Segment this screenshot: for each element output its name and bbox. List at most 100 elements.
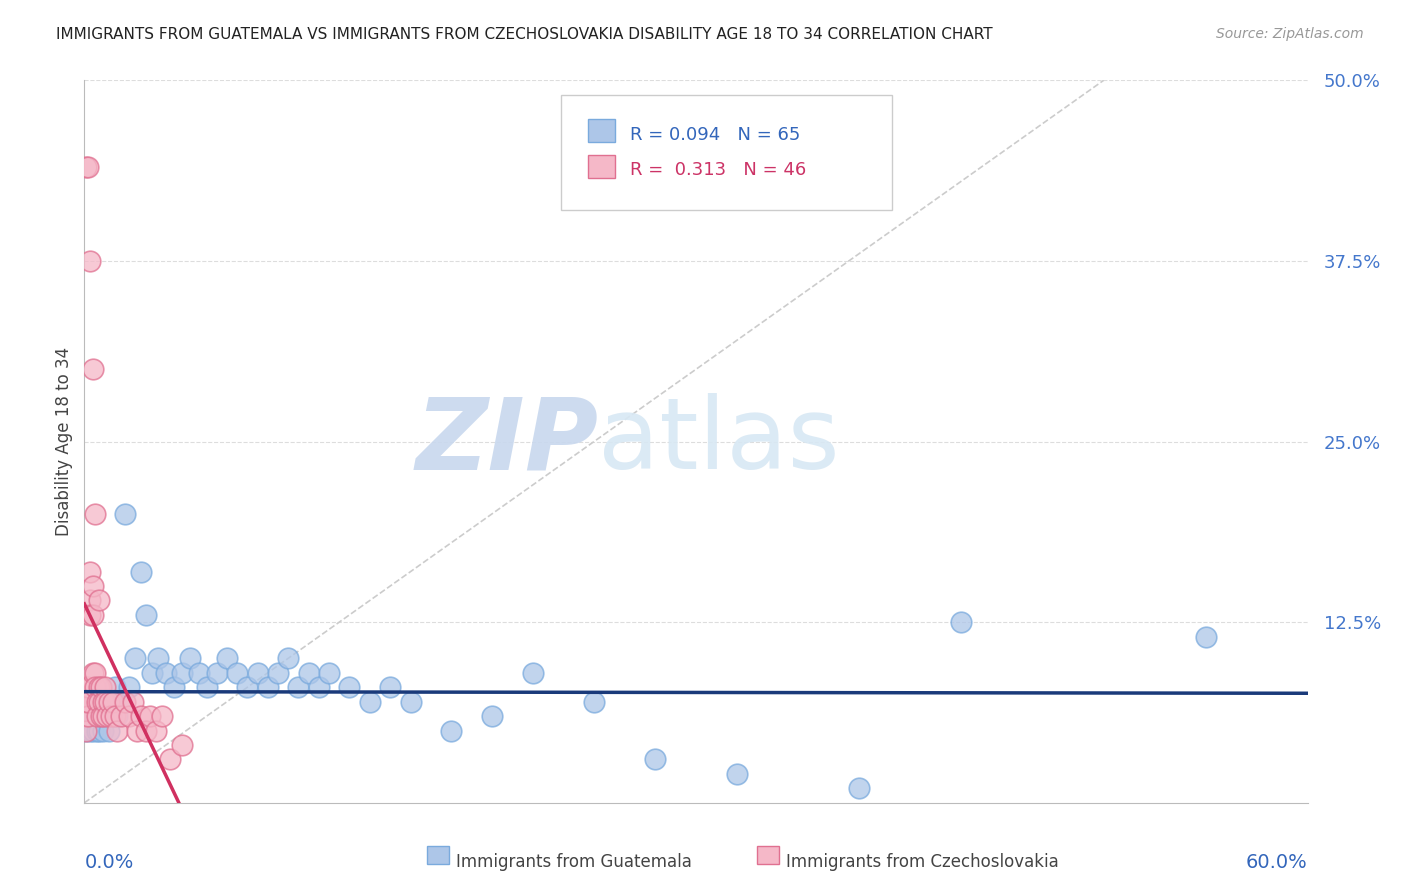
FancyBboxPatch shape bbox=[758, 847, 779, 864]
Point bbox=[1195, 630, 1218, 644]
Point bbox=[644, 752, 666, 766]
Point bbox=[118, 709, 141, 723]
Text: R =  0.313   N = 46: R = 0.313 N = 46 bbox=[630, 161, 806, 179]
Point bbox=[159, 752, 181, 766]
Point bbox=[725, 767, 748, 781]
Point bbox=[114, 507, 136, 521]
Point bbox=[87, 680, 110, 694]
Text: Immigrants from Czechoslovakia: Immigrants from Czechoslovakia bbox=[786, 854, 1059, 871]
Point bbox=[83, 507, 105, 521]
Point bbox=[359, 695, 381, 709]
Point bbox=[440, 723, 463, 738]
Point bbox=[141, 665, 163, 680]
Point bbox=[77, 160, 100, 174]
Point bbox=[91, 723, 114, 738]
Point bbox=[86, 709, 108, 723]
Point bbox=[217, 651, 239, 665]
Point bbox=[104, 680, 127, 694]
Point bbox=[163, 680, 186, 694]
Point bbox=[950, 615, 973, 630]
Point bbox=[481, 709, 503, 723]
Point bbox=[155, 665, 177, 680]
Point bbox=[82, 665, 104, 680]
Point bbox=[399, 695, 422, 709]
Point bbox=[83, 709, 105, 723]
Point bbox=[87, 695, 110, 709]
FancyBboxPatch shape bbox=[561, 95, 891, 211]
FancyBboxPatch shape bbox=[588, 119, 616, 142]
Point bbox=[145, 723, 167, 738]
Point bbox=[257, 680, 280, 694]
Point bbox=[100, 709, 122, 723]
Point bbox=[236, 680, 259, 694]
Point bbox=[583, 695, 606, 709]
Point bbox=[179, 651, 201, 665]
Point bbox=[91, 695, 114, 709]
Point bbox=[110, 695, 132, 709]
Point bbox=[93, 695, 115, 709]
Point bbox=[135, 723, 157, 738]
Point bbox=[87, 593, 110, 607]
Point bbox=[97, 695, 120, 709]
Point bbox=[246, 665, 269, 680]
Point bbox=[318, 665, 340, 680]
Point bbox=[339, 680, 361, 694]
Point bbox=[86, 709, 108, 723]
Point bbox=[93, 680, 115, 694]
Point bbox=[91, 695, 114, 709]
Point bbox=[77, 695, 100, 709]
Point bbox=[135, 607, 157, 622]
Point bbox=[79, 565, 101, 579]
Point bbox=[100, 695, 122, 709]
Point bbox=[75, 723, 97, 738]
Point bbox=[172, 738, 194, 752]
Point bbox=[380, 680, 402, 694]
Point bbox=[86, 695, 108, 709]
Point bbox=[848, 781, 870, 796]
Point bbox=[277, 651, 299, 665]
Point bbox=[267, 665, 290, 680]
Point bbox=[287, 680, 309, 694]
Point bbox=[131, 565, 153, 579]
Point bbox=[82, 579, 104, 593]
Point bbox=[77, 695, 100, 709]
Text: ZIP: ZIP bbox=[415, 393, 598, 490]
Point bbox=[82, 723, 104, 738]
Point bbox=[105, 723, 128, 738]
Point bbox=[87, 695, 110, 709]
Point bbox=[226, 665, 249, 680]
Text: Source: ZipAtlas.com: Source: ZipAtlas.com bbox=[1216, 27, 1364, 41]
Point bbox=[298, 665, 321, 680]
Point bbox=[90, 680, 112, 694]
Point bbox=[105, 709, 128, 723]
Point bbox=[187, 665, 209, 680]
Point bbox=[75, 695, 97, 709]
Point bbox=[104, 709, 127, 723]
Point bbox=[124, 651, 146, 665]
Point bbox=[131, 709, 153, 723]
Point bbox=[90, 709, 112, 723]
Point bbox=[77, 695, 100, 709]
Point bbox=[75, 160, 97, 174]
Point bbox=[86, 723, 108, 738]
Text: 0.0%: 0.0% bbox=[84, 854, 134, 872]
Text: IMMIGRANTS FROM GUATEMALA VS IMMIGRANTS FROM CZECHOSLOVAKIA DISABILITY AGE 18 TO: IMMIGRANTS FROM GUATEMALA VS IMMIGRANTS … bbox=[56, 27, 993, 42]
Text: Immigrants from Guatemala: Immigrants from Guatemala bbox=[456, 854, 692, 871]
Point bbox=[82, 362, 104, 376]
Point bbox=[96, 709, 118, 723]
Text: 60.0%: 60.0% bbox=[1246, 854, 1308, 872]
Point bbox=[77, 709, 100, 723]
FancyBboxPatch shape bbox=[427, 847, 449, 864]
Point bbox=[122, 695, 145, 709]
Text: atlas: atlas bbox=[598, 393, 839, 490]
Point bbox=[522, 665, 544, 680]
Point bbox=[101, 709, 124, 723]
Point bbox=[146, 651, 169, 665]
Point bbox=[138, 709, 160, 723]
Point bbox=[308, 680, 330, 694]
Point bbox=[75, 680, 97, 694]
Point bbox=[127, 723, 149, 738]
Point bbox=[75, 723, 97, 738]
Point bbox=[172, 665, 194, 680]
Point bbox=[79, 253, 101, 268]
